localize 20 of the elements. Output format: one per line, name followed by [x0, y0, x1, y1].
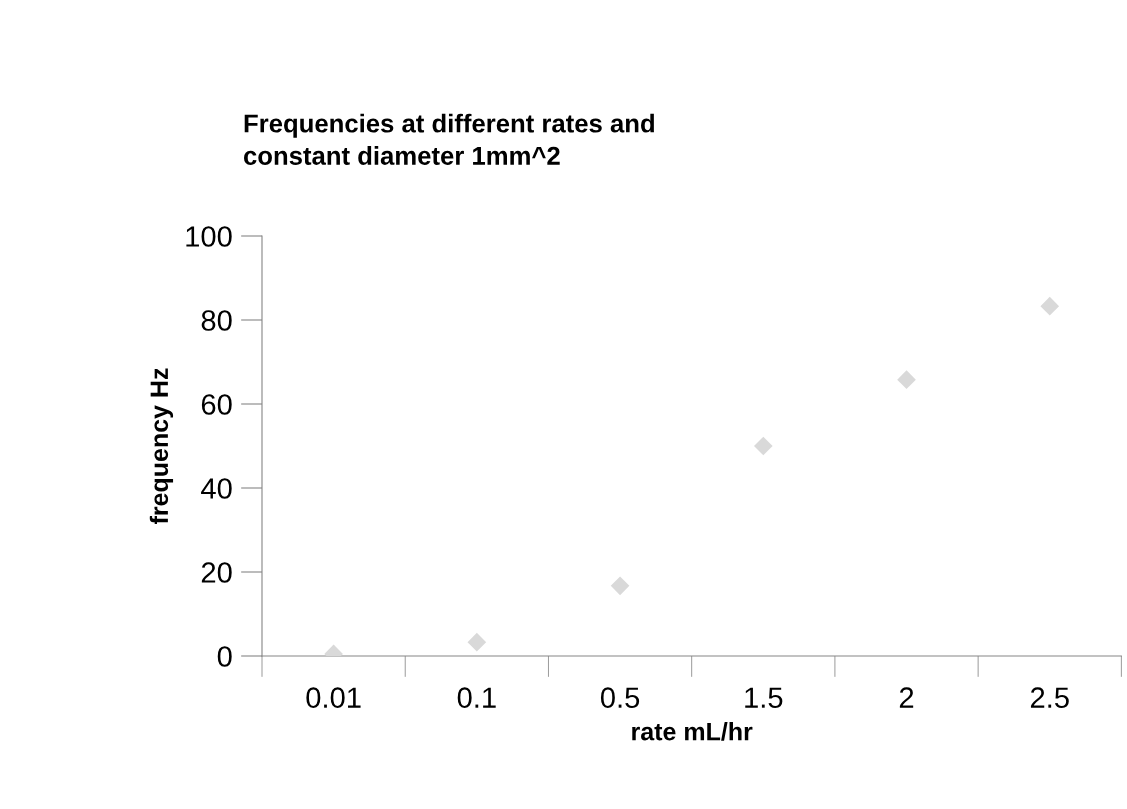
chart-title: Frequencies at different rates and constant diameter 1mm^2: [244, 113, 654, 165]
x-tick-label: 0.1: [457, 687, 496, 708]
y-tick-label: 60: [201, 394, 232, 415]
y-tick-label: 100: [186, 226, 232, 247]
x-tick-label: 0.01: [306, 687, 361, 708]
point: [467, 632, 487, 652]
point: [610, 576, 630, 596]
y-tick-label: 0: [217, 646, 232, 667]
y-tick-label: 40: [201, 478, 232, 499]
y-tick-label: 80: [201, 310, 232, 331]
x-tick-label: 0.5: [600, 687, 640, 708]
x-tick-label: 2: [899, 687, 914, 708]
y-tick-label: 20: [201, 562, 232, 583]
point: [897, 370, 916, 389]
point: [753, 436, 773, 456]
x-tick-label: 1.5: [745, 687, 783, 708]
x-axis-title: rate mL/hr: [632, 722, 753, 741]
point: [1040, 296, 1060, 316]
x-tick-label: 2.5: [1030, 687, 1069, 708]
y-axis-title: frequency Hz: [149, 368, 174, 525]
